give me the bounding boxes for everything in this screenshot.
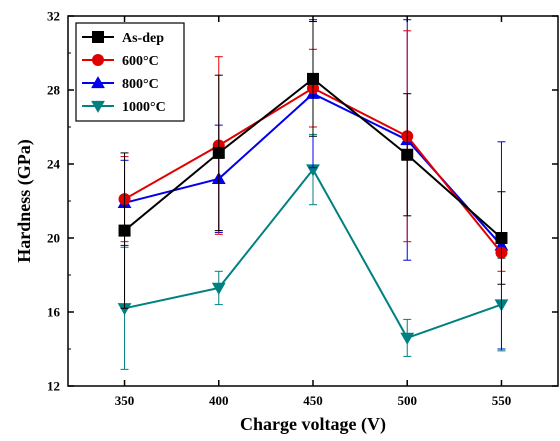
y-tick-label: 12 xyxy=(47,379,60,394)
x-tick-label: 550 xyxy=(492,393,512,408)
y-tick-label: 28 xyxy=(47,83,61,98)
x-tick-label: 500 xyxy=(397,393,417,408)
y-tick-label: 24 xyxy=(47,157,61,172)
x-axis-title: Charge voltage (V) xyxy=(240,414,386,435)
legend-marker xyxy=(91,76,105,89)
y-axis-title: Hardness (GPa) xyxy=(14,139,35,263)
y-tick-label: 32 xyxy=(47,9,60,24)
x-tick-label: 400 xyxy=(209,393,229,408)
axes: 350 400 450 500 550 12 16 20 24 28 32 xyxy=(47,9,558,408)
legend-item: 1000°C xyxy=(82,100,166,115)
legend-marker xyxy=(92,54,104,66)
legend-marker xyxy=(91,100,105,113)
legend-item: 600°C xyxy=(82,54,159,69)
data-point xyxy=(307,72,319,85)
legend-item: 800°C xyxy=(82,76,159,92)
data-point xyxy=(211,282,226,295)
data-point xyxy=(117,303,132,316)
data-point xyxy=(212,146,225,159)
legend: As-dep 600°C 800°C 1000°C xyxy=(75,22,185,122)
plot-area xyxy=(117,19,509,370)
y-tick-label: 20 xyxy=(47,231,60,246)
series-asdep xyxy=(118,21,508,309)
y-tick-label: 16 xyxy=(47,305,61,320)
data-point xyxy=(400,332,415,345)
legend-marker xyxy=(92,31,104,43)
x-tick-label: 350 xyxy=(115,393,135,408)
data-point xyxy=(495,232,508,244)
legend-label: 600°C xyxy=(122,54,159,69)
data-point xyxy=(401,148,414,161)
x-tick-label: 450 xyxy=(303,393,323,408)
legend-item: As-dep xyxy=(82,31,164,46)
legend-label: 800°C xyxy=(122,77,159,92)
legend-label: As-dep xyxy=(122,31,164,46)
legend-label: 1000°C xyxy=(122,100,166,115)
data-point xyxy=(118,224,131,237)
